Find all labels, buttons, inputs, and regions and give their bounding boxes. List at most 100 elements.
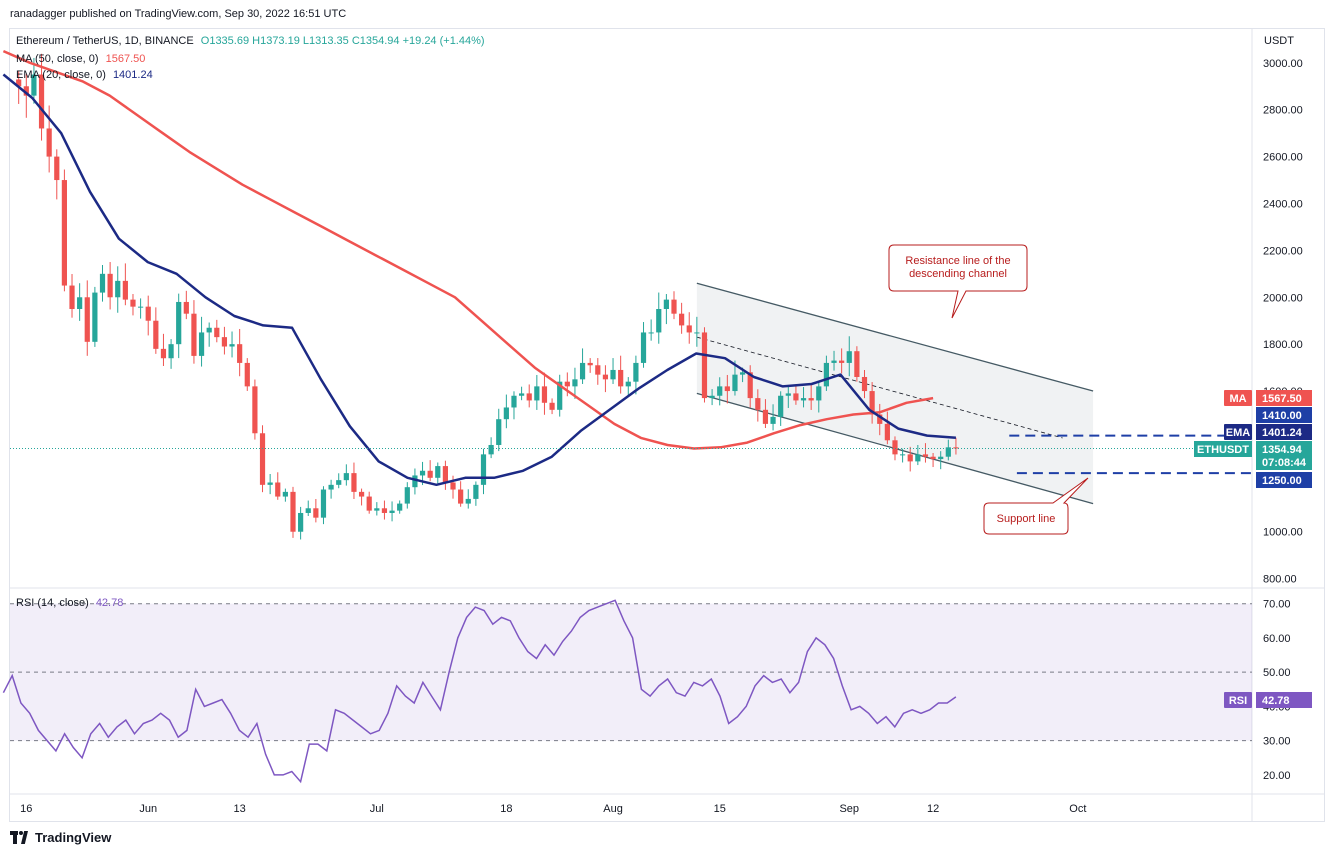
candle-body [564, 381, 570, 387]
legend-ema-label: EMA (20, close, 0) [16, 69, 106, 81]
candle-body [206, 327, 212, 333]
candle-body [701, 332, 708, 399]
candle-body [107, 273, 113, 298]
candle-body [900, 454, 906, 456]
channel-fill [696, 283, 1094, 504]
candle-body [275, 482, 281, 497]
ema-tag-value-box [1256, 424, 1312, 440]
level-high-tag-value-box [1256, 407, 1312, 423]
tradingview-logo-icon [10, 831, 30, 844]
tradingview-brand[interactable]: TradingView [10, 830, 111, 845]
candles [16, 53, 959, 540]
candle-body [496, 419, 502, 445]
level-high-tag-value: 1410.00 [1262, 410, 1302, 422]
rsi-tag-value: 42.78 [1262, 695, 1290, 707]
candle-body [31, 74, 37, 96]
candle-body [526, 393, 532, 401]
support-callout-box [983, 477, 1089, 535]
candle-body [458, 489, 464, 504]
rsi-tag-label: RSI [1229, 695, 1247, 707]
candle-body [823, 362, 829, 387]
ma-tag-value: 1567.50 [1262, 393, 1302, 405]
candle-body [38, 74, 45, 129]
ema-tag-label-box [1224, 424, 1252, 440]
candle-body [739, 372, 746, 375]
candle-body [183, 301, 189, 314]
candle-body [534, 386, 540, 401]
level-low-tag-value-box [1256, 472, 1312, 488]
time-tick-label: 13 [234, 803, 246, 815]
candle-body [244, 362, 250, 387]
candle-body [282, 491, 288, 497]
candle-body [732, 374, 738, 392]
candle-body [450, 482, 456, 490]
ma50-line [2, 49, 934, 450]
candle-body [625, 381, 631, 387]
candle-body [328, 484, 334, 490]
candle-body [930, 456, 936, 460]
price-tick-label: 2600.00 [1263, 152, 1303, 164]
candle-body [480, 454, 487, 485]
legend-rsi-line[interactable]: RSI (14, close) 42.78 [16, 596, 123, 611]
candle-body [511, 395, 517, 408]
candle-body [435, 466, 441, 478]
candle-body [717, 386, 723, 396]
candle-body [397, 503, 403, 511]
time-tick-label: Jul [370, 803, 384, 815]
candle-body [549, 402, 555, 410]
legend-ohlc: O1335.69 H1373.19 L1313.35 C1354.94 +19.… [200, 35, 485, 47]
price-tick-label: 2200.00 [1263, 245, 1303, 257]
rsi-tick-label: 60.00 [1263, 633, 1291, 645]
candle-body [503, 407, 509, 420]
candle-body [800, 398, 807, 401]
price-tick-label: 2000.00 [1263, 292, 1303, 304]
candle-body [92, 292, 98, 342]
candle-body [99, 273, 106, 293]
rsi-line [2, 599, 957, 784]
rsi-tick-label: 30.00 [1263, 736, 1291, 748]
candle-body [541, 386, 548, 403]
candle-body [587, 362, 593, 366]
candle-body [778, 395, 784, 417]
legend-ema-line[interactable]: EMA (20, close, 0) 1401.24 [16, 68, 153, 83]
candle-body [191, 313, 197, 356]
candle-body [473, 484, 479, 499]
candle-body [153, 320, 159, 349]
symbol-tag-value-box [1256, 441, 1312, 470]
candle-body [389, 510, 395, 513]
candle-body [54, 156, 60, 181]
legend-ma-label: MA (50, close, 0) [16, 53, 99, 65]
ema-tag-value: 1401.24 [1262, 427, 1303, 439]
candle-body [663, 299, 669, 309]
legend-symbol-line: Ethereum / TetherUS, 1D, BINANCE O1335.6… [16, 34, 485, 49]
candle-body [229, 344, 235, 347]
legend-rsi-value: 42.78 [95, 597, 124, 609]
candle-body [869, 391, 875, 415]
candle-body [679, 313, 685, 326]
candle-body [336, 480, 342, 485]
legend-rsi-label: RSI (14, close) [16, 597, 89, 609]
legend-ema-value: 1401.24 [112, 69, 153, 81]
candle-body [404, 487, 410, 504]
legend-symbol: Ethereum / TetherUS, 1D, BINANCE [16, 35, 194, 47]
rsi-tag-label-box [1224, 692, 1252, 708]
candle-body [374, 508, 380, 511]
candle-body [214, 327, 220, 338]
rsi-tag-value-box [1256, 692, 1312, 708]
candle-body [831, 360, 837, 363]
candle-body [69, 285, 75, 309]
chart-frame [9, 28, 1325, 822]
candle-body [656, 309, 662, 333]
legend-ma-line[interactable]: MA (50, close, 0) 1567.50 [16, 52, 145, 67]
time-tick-label: 12 [927, 803, 939, 815]
candle-body [358, 491, 365, 497]
candle-body [320, 489, 327, 518]
symbol-tag-label-box [1194, 441, 1252, 457]
rsi-tick-label: 70.00 [1263, 599, 1291, 611]
channel-upper-line [696, 282, 1094, 392]
candle-body [747, 372, 753, 399]
candle-body [160, 348, 167, 359]
ma-tag-value-box [1256, 390, 1312, 406]
resistance-callout-box [888, 244, 1028, 319]
